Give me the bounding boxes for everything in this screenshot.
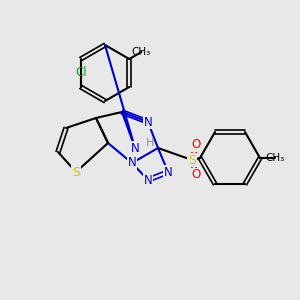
- Text: O: O: [191, 139, 201, 152]
- Text: N: N: [144, 116, 152, 128]
- Text: S: S: [72, 166, 80, 178]
- Text: N: N: [144, 173, 152, 187]
- Text: N: N: [128, 157, 136, 169]
- Text: Cl: Cl: [75, 67, 87, 80]
- Text: CH₃: CH₃: [132, 47, 151, 57]
- Text: H: H: [146, 138, 154, 148]
- Text: S: S: [188, 154, 196, 166]
- Text: N: N: [164, 166, 172, 178]
- Text: O: O: [191, 169, 201, 182]
- Text: CH₃: CH₃: [266, 153, 285, 163]
- Text: N: N: [130, 142, 140, 154]
